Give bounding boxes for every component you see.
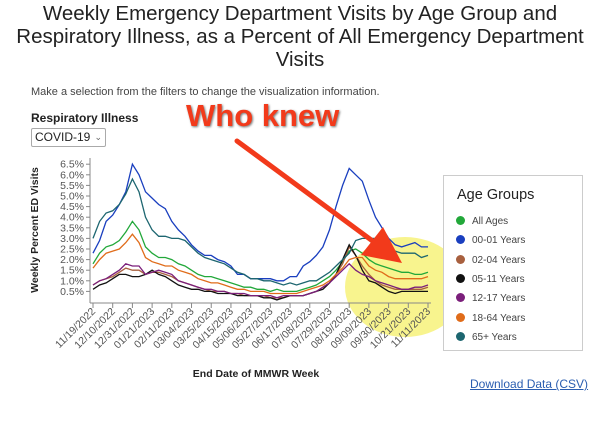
y-tick-label: 3.0% bbox=[60, 233, 84, 245]
legend-title: Age Groups bbox=[457, 187, 535, 203]
legend-label: 12-17 Years bbox=[472, 293, 526, 305]
legend-dot-icon bbox=[456, 216, 465, 225]
series-line-all-ages bbox=[92, 220, 429, 293]
y-axis-title: Weekly Percent ED Visits bbox=[29, 167, 41, 293]
y-tick-label: 5.5% bbox=[60, 180, 84, 192]
legend: Age Groups All Ages 00-01 Years 02-04 Year… bbox=[443, 175, 583, 351]
legend-item[interactable]: 65+ Years bbox=[456, 331, 517, 345]
legend-item[interactable]: 02-04 Years bbox=[456, 254, 525, 268]
legend-dot-icon bbox=[456, 312, 465, 322]
legend-item[interactable]: 18-64 Years bbox=[456, 312, 525, 326]
y-tick-label: 0.5% bbox=[60, 286, 84, 298]
legend-label: 18-64 Years bbox=[472, 312, 526, 324]
legend-label: 65+ Years bbox=[472, 331, 517, 343]
series-line-18-64-years bbox=[92, 233, 429, 295]
legend-dot-icon bbox=[456, 235, 465, 245]
y-tick-label: 2.0% bbox=[60, 254, 84, 266]
selected-value: COVID-19 bbox=[35, 130, 91, 144]
legend-dot-icon bbox=[456, 273, 465, 283]
legend-item[interactable]: 05-11 Years bbox=[456, 273, 525, 287]
annotation-arrow bbox=[234, 138, 402, 263]
y-tick-label: 6.5% bbox=[60, 159, 84, 171]
legend-label: All Ages bbox=[472, 216, 509, 227]
download-data-link[interactable]: Download Data (CSV) bbox=[470, 377, 589, 391]
y-tick-label: 4.5% bbox=[60, 201, 84, 213]
y-tick-label: 1.0% bbox=[60, 275, 84, 287]
legend-dot-icon bbox=[456, 293, 465, 303]
highlight-ellipse bbox=[345, 237, 465, 337]
series-line-00-01-years bbox=[92, 162, 428, 282]
legend-item[interactable]: 12-17 Years bbox=[456, 292, 525, 306]
y-tick-label: 6.0% bbox=[60, 169, 84, 181]
legend-label: 00-01 Years bbox=[472, 235, 526, 247]
respiratory-illness-label: Respiratory Illness bbox=[31, 111, 139, 125]
x-axis-title: End Date of MMWR Week bbox=[193, 368, 320, 380]
title-line-2: Respiratory Illness, as a Percent of All… bbox=[16, 25, 584, 48]
y-tick-label: 5.0% bbox=[60, 191, 84, 203]
chevron-down-icon: ⌄ bbox=[94, 132, 102, 142]
legend-label: 05-11 Years bbox=[472, 273, 525, 285]
legend-dot-icon bbox=[456, 254, 465, 264]
y-tick-label: 4.0% bbox=[60, 212, 84, 224]
title-line-1: Weekly Emergency Department Visits by Ag… bbox=[42, 2, 558, 25]
y-tick-label: 3.5% bbox=[60, 222, 84, 234]
legend-label: 02-04 Years bbox=[472, 254, 526, 266]
chart-title: Weekly Emergency Department Visits by Ag… bbox=[0, 2, 600, 71]
legend-item[interactable]: All Ages bbox=[456, 215, 508, 229]
series-line-12-17-years bbox=[92, 262, 429, 299]
series-line-05-11-years bbox=[92, 243, 428, 301]
annotation-text: Who knew bbox=[186, 98, 340, 133]
y-tick-label: 1.5% bbox=[60, 265, 84, 277]
respiratory-illness-select[interactable]: COVID-19 ⌄ bbox=[31, 128, 106, 147]
instructions-text: Make a selection from the filters to cha… bbox=[31, 86, 380, 98]
legend-dot-icon bbox=[456, 331, 465, 341]
y-tick-label: 2.5% bbox=[60, 244, 84, 256]
legend-item[interactable]: 00-01 Years bbox=[456, 234, 525, 248]
title-line-3: Visits bbox=[275, 48, 325, 71]
